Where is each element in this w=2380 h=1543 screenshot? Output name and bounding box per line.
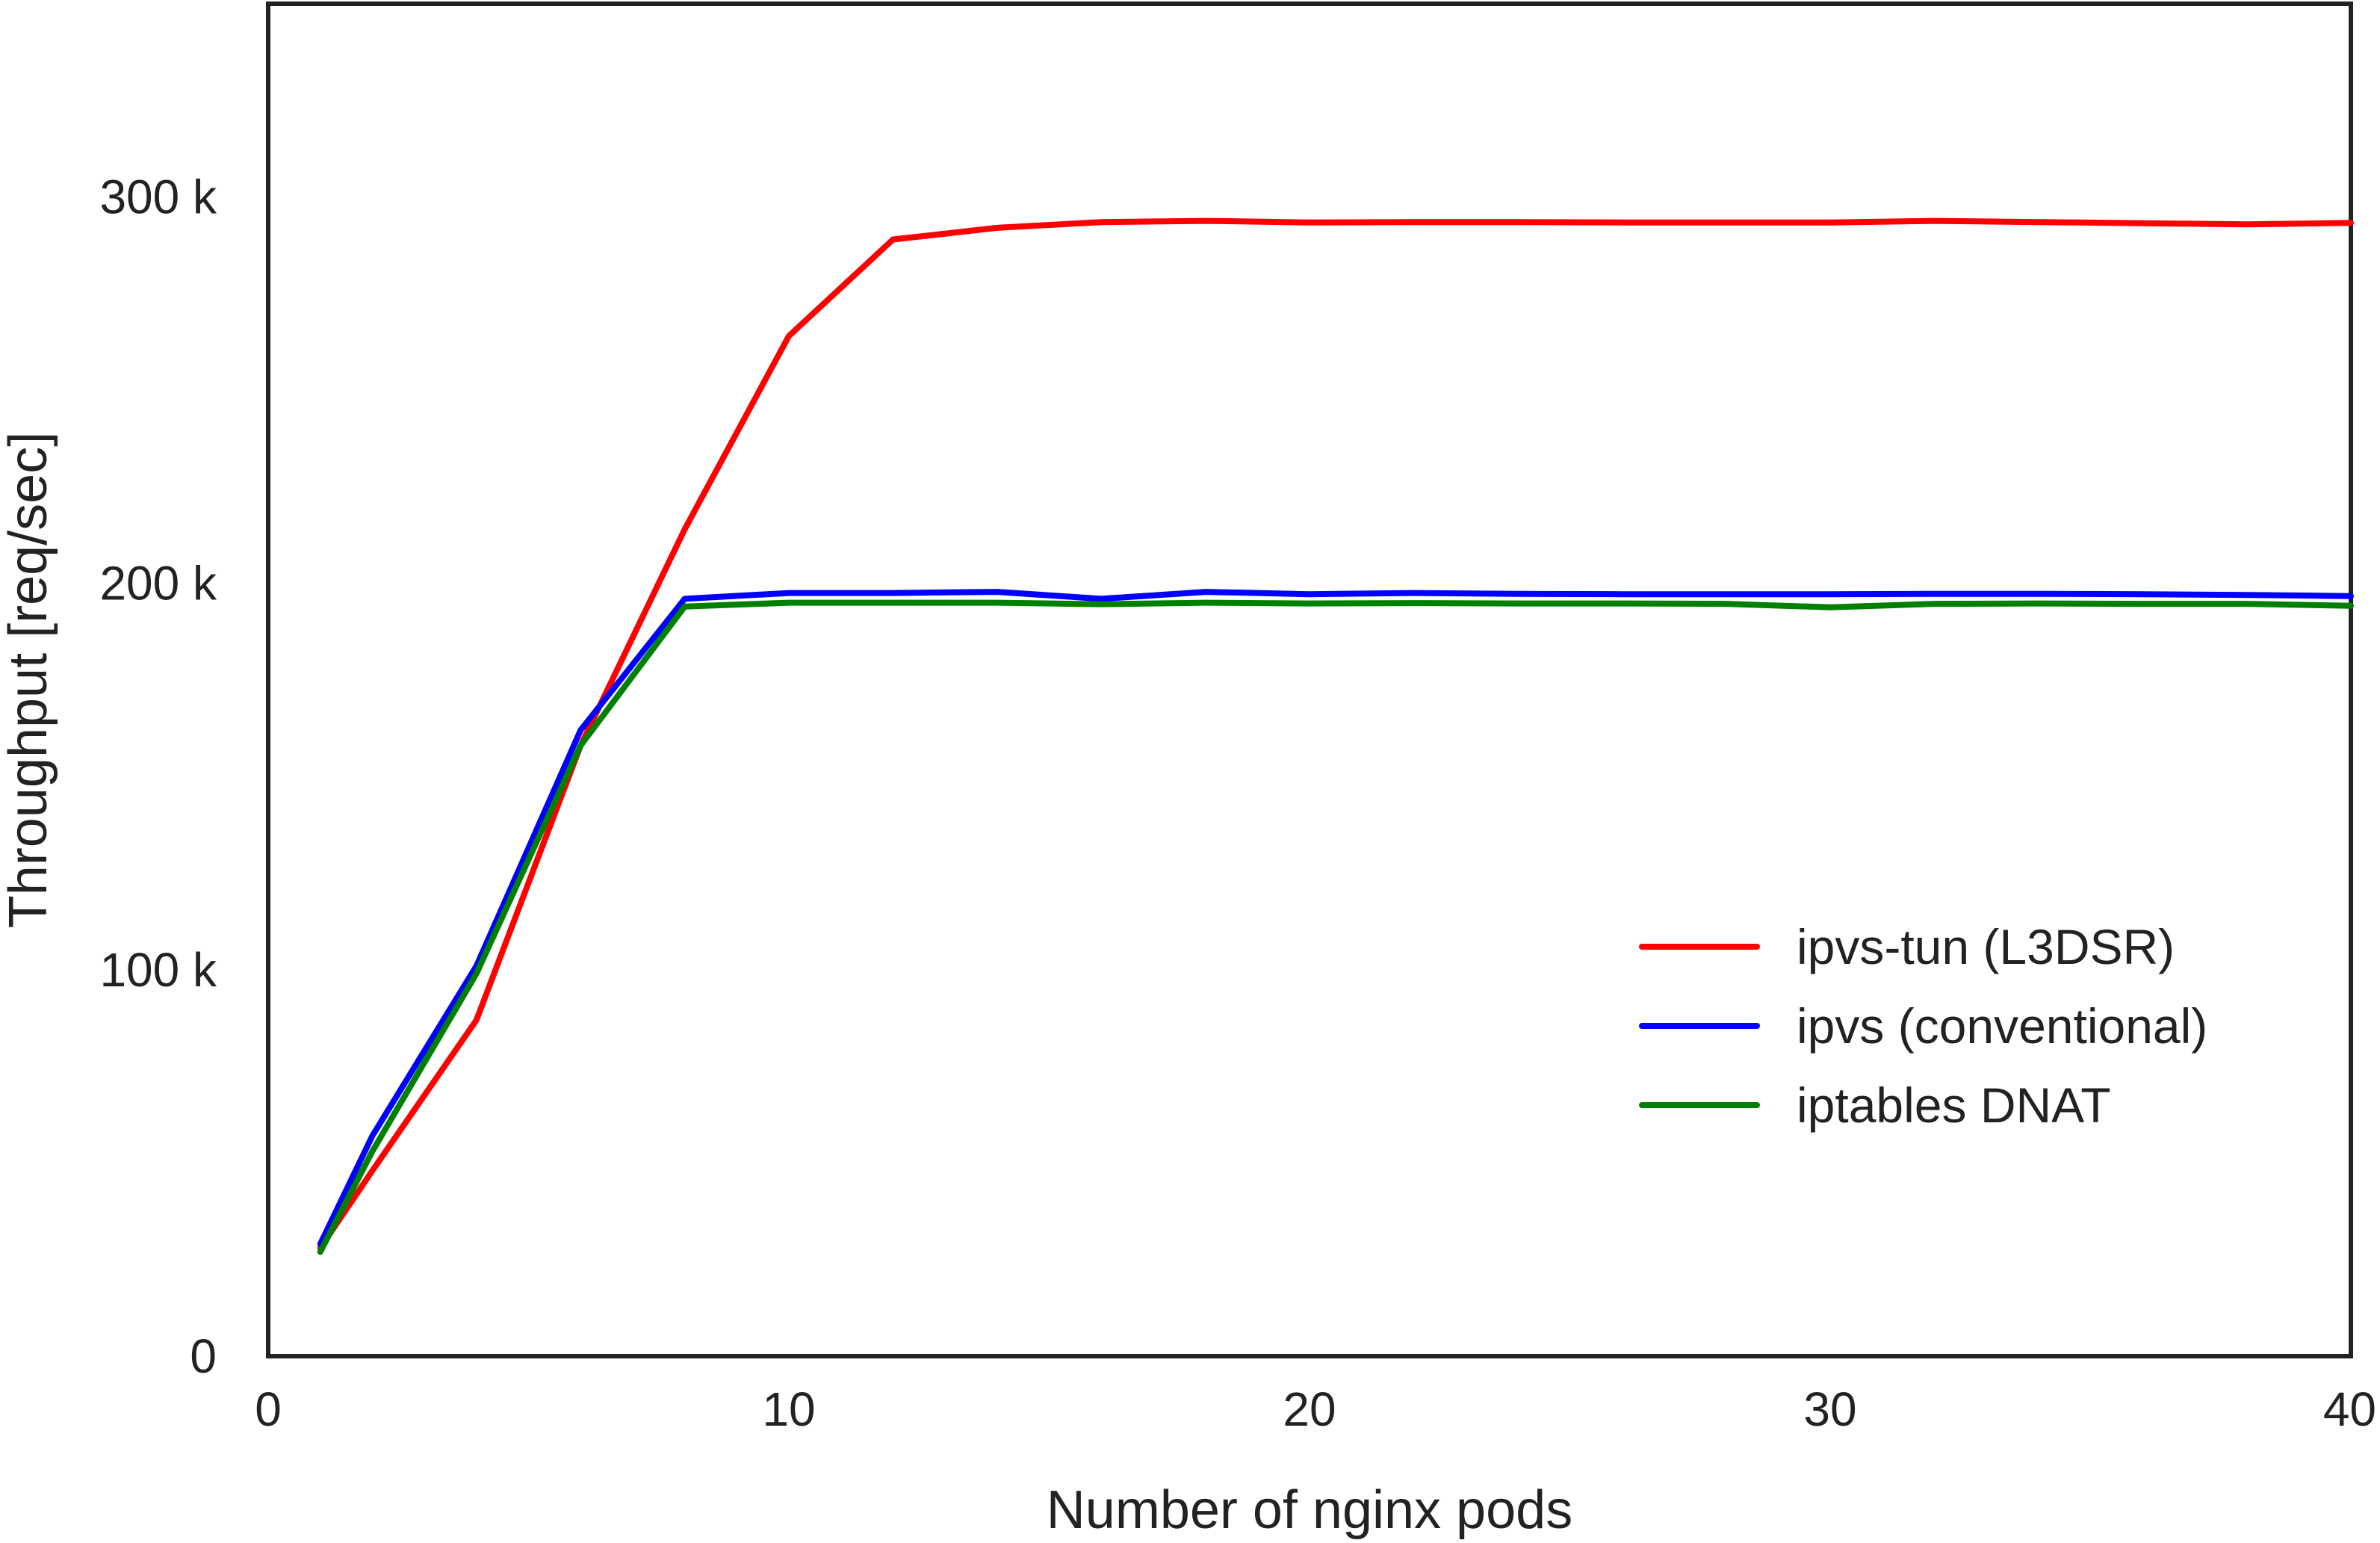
legend-label-1: ipvs (conventional): [1797, 998, 2207, 1054]
series-line-2: [317, 599, 2354, 1255]
y-tick-labels: 0 100 k 200 k 300 k: [99, 170, 217, 1383]
y-tick-label: 300 k: [99, 170, 217, 224]
y-tick-label: 100 k: [99, 943, 217, 997]
x-tick-label: 10: [762, 1382, 815, 1436]
x-tick-label: 40: [2323, 1382, 2376, 1436]
y-tick-label: 0: [190, 1329, 217, 1383]
y-axis-label: Throughput [req/sec]: [0, 432, 58, 928]
series-line-0: [317, 217, 2354, 1252]
x-tick-label: 20: [1283, 1382, 1336, 1436]
legend-label-0: ipvs-tun (L3DSR): [1797, 919, 2175, 974]
x-tick-label: 30: [1803, 1382, 1856, 1436]
plot-frame: [266, 1, 2353, 1358]
x-axis-label: Number of nginx pods: [1047, 1480, 1572, 1540]
legend-label-2: iptables DNAT: [1797, 1077, 2111, 1133]
y-tick-label: 200 k: [99, 557, 217, 610]
x-tick-label: 0: [255, 1382, 282, 1436]
series-line-1: [317, 589, 2354, 1247]
series-layer: [317, 217, 2354, 1255]
legend: ipvs-tun (L3DSR) ipvs (conventional) iptab…: [1639, 919, 2207, 1133]
x-tick-labels: 0 10 20 30 40: [255, 1382, 2376, 1436]
